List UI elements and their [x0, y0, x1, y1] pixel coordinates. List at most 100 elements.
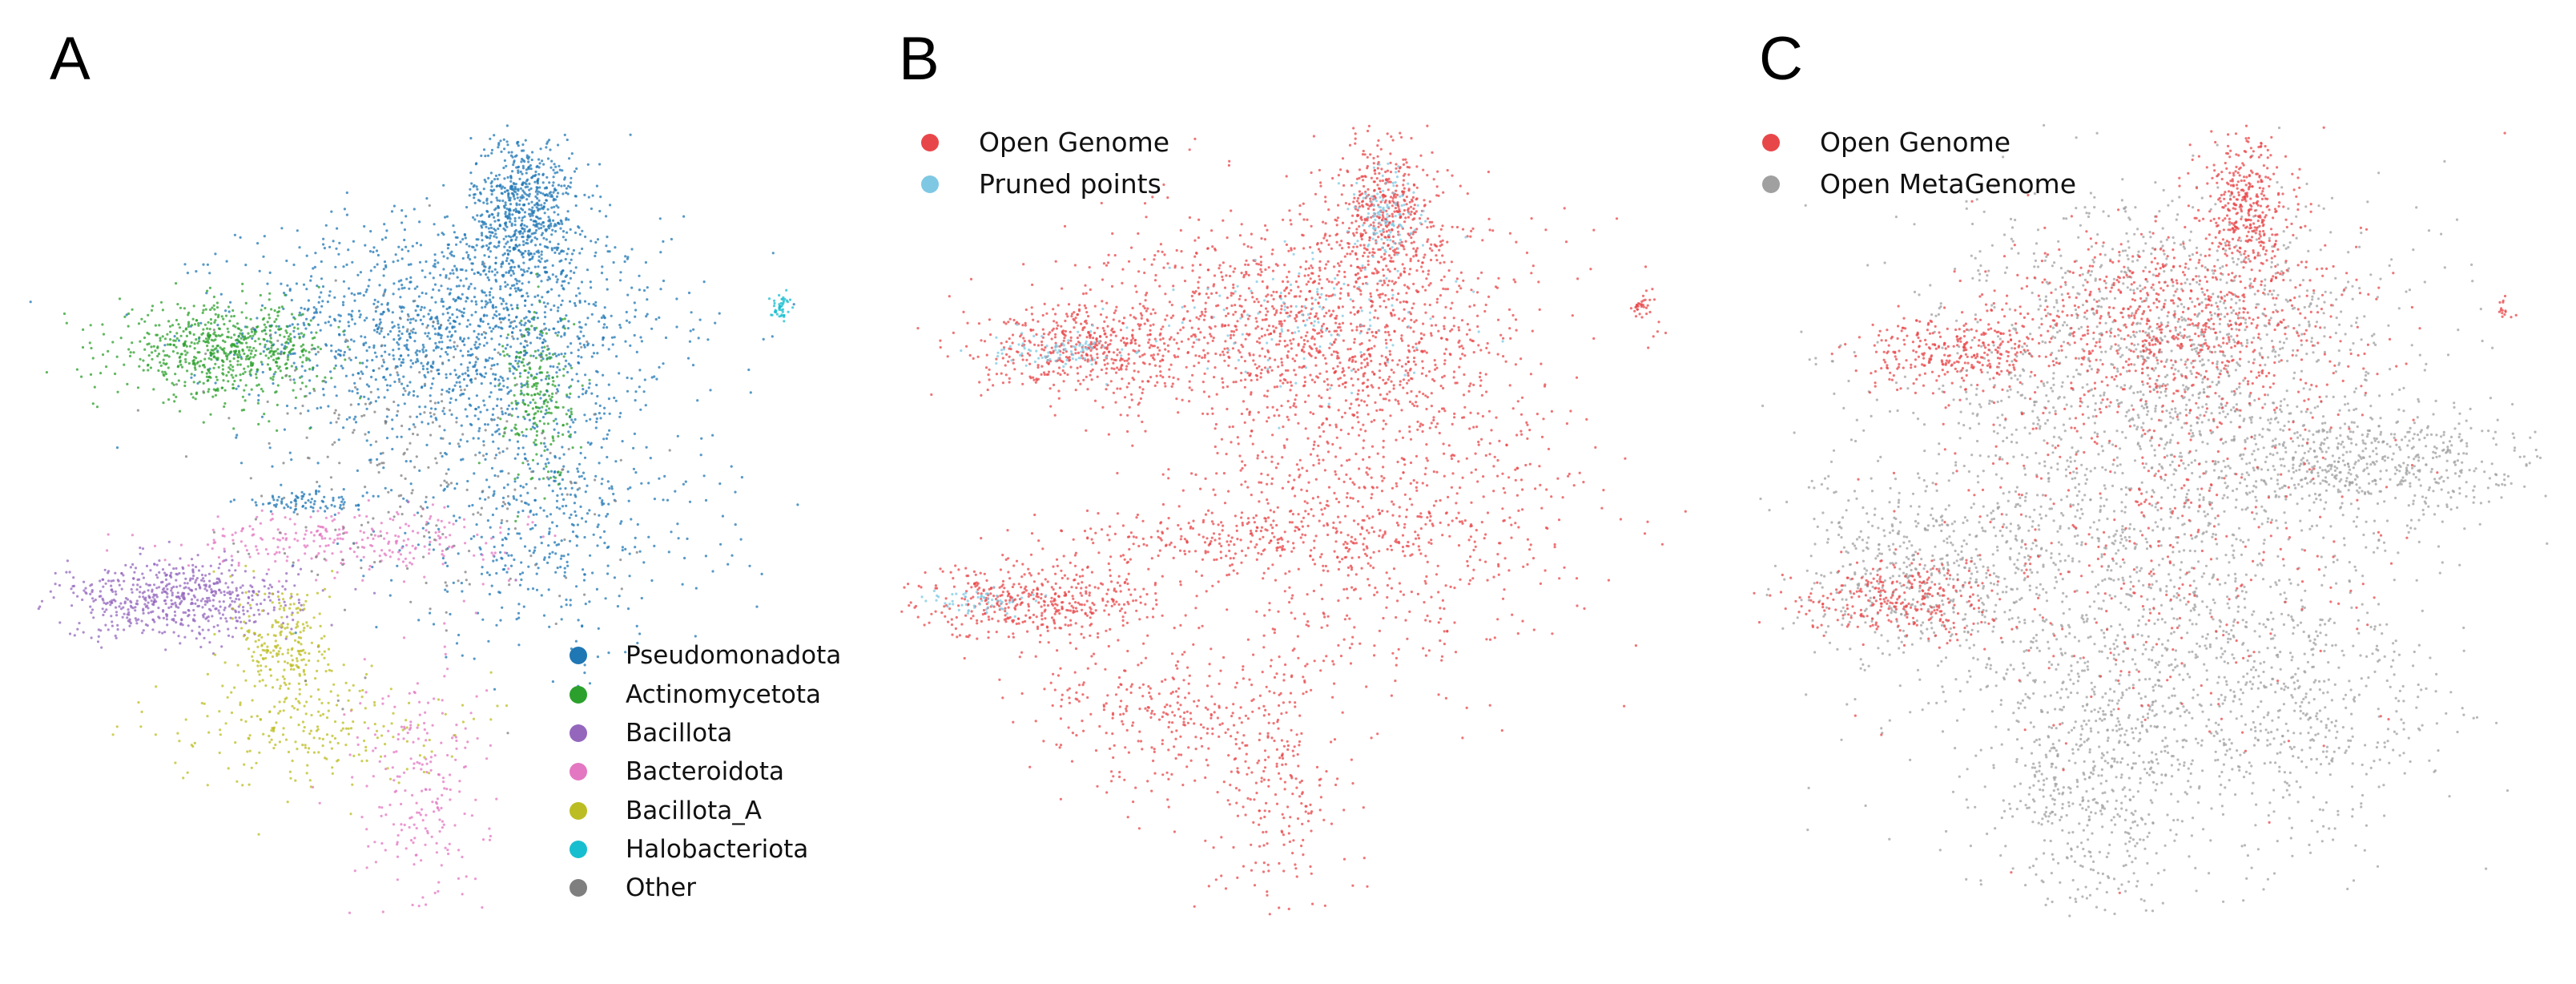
point-pseudomonadota	[400, 209, 404, 212]
point-bacillota	[142, 611, 145, 615]
point-pseudomonadota	[496, 199, 499, 202]
point-bacteroidota	[401, 560, 405, 563]
point-pseudomonadota	[477, 405, 481, 409]
point-actinomycetota	[215, 306, 219, 309]
point-pseudomonadota	[330, 210, 333, 213]
point-bacteroidota	[380, 806, 384, 809]
point-pseudomonadota	[533, 523, 537, 527]
point-bacteroidota	[374, 747, 377, 750]
point-pseudomonadota	[424, 332, 427, 335]
point-bacillota-a	[255, 592, 258, 595]
point-bacteroidota	[414, 853, 417, 857]
point-pseudomonadota	[313, 311, 316, 314]
point-pseudomonadota	[376, 388, 380, 391]
point-bacillota	[284, 579, 288, 583]
point-pseudomonadota	[460, 424, 463, 427]
point-bacteroidota	[441, 826, 445, 829]
point-bacillota	[150, 599, 153, 603]
point-pseudomonadota	[569, 300, 572, 303]
point-pseudomonadota	[413, 208, 416, 211]
point-actinomycetota	[276, 429, 279, 433]
point-pseudomonadota	[509, 304, 513, 307]
point-bacteroidota	[397, 550, 400, 554]
point-pseudomonadota	[497, 143, 501, 147]
point-actinomycetota	[274, 391, 277, 394]
point-actinomycetota	[264, 325, 268, 329]
point-pseudomonadota	[424, 276, 427, 279]
point-pseudomonadota	[547, 462, 550, 465]
point-bacillota-a	[252, 651, 256, 654]
point-pseudomonadota	[711, 434, 714, 437]
point-pseudomonadota	[323, 495, 326, 498]
point-pseudomonadota	[409, 335, 412, 338]
point-bacteroidota	[216, 515, 219, 518]
point-bacteroidota	[361, 579, 364, 583]
point-pseudomonadota	[555, 543, 558, 546]
point-pseudomonadota	[556, 494, 559, 498]
point-bacillota	[165, 591, 168, 594]
point-pseudomonadota	[235, 434, 239, 437]
point-pseudomonadota	[512, 248, 516, 252]
point-pseudomonadota	[405, 460, 408, 463]
point-pseudomonadota	[598, 514, 601, 517]
point-pseudomonadota	[309, 279, 312, 282]
point-pseudomonadota	[515, 498, 518, 502]
point-bacillota-a	[274, 619, 277, 623]
point-pseudomonadota	[495, 196, 498, 200]
point-pseudomonadota	[476, 357, 480, 361]
point-pseudomonadota	[607, 502, 610, 506]
point-bacillota	[96, 640, 100, 643]
point-pseudomonadota	[503, 147, 506, 151]
point-pseudomonadota	[537, 166, 541, 169]
point-bacillota	[122, 574, 125, 577]
point-pseudomonadota	[465, 440, 469, 443]
point-bacillota	[155, 574, 158, 577]
point-bacteroidota	[384, 813, 388, 817]
point-bacillota	[180, 619, 183, 622]
point-bacteroidota	[323, 550, 326, 553]
point-pseudomonadota	[399, 337, 402, 340]
point-pseudomonadota	[502, 486, 506, 490]
point-bacillota-a	[293, 639, 297, 642]
point-pseudomonadota	[440, 337, 443, 340]
point-bacillota	[164, 648, 167, 651]
point-actinomycetota	[530, 325, 533, 328]
point-actinomycetota	[270, 325, 273, 328]
point-pseudomonadota	[553, 251, 557, 254]
point-bacillota-a	[280, 625, 284, 629]
point-bacillota	[203, 636, 206, 639]
point-bacteroidota	[327, 544, 330, 547]
point-actinomycetota	[497, 384, 501, 387]
point-actinomycetota	[542, 422, 546, 425]
point-pseudomonadota	[618, 415, 622, 418]
point-pseudomonadota	[670, 530, 673, 534]
point-pseudomonadota	[323, 247, 326, 250]
point-bacteroidota	[493, 551, 497, 555]
point-bacillota	[152, 603, 155, 607]
point-bacillota	[252, 613, 256, 617]
point-pseudomonadota	[296, 229, 299, 232]
point-bacteroidota	[337, 511, 340, 514]
point-actinomycetota	[268, 298, 271, 301]
point-pseudomonadota	[337, 252, 340, 256]
point-pseudomonadota	[618, 324, 622, 327]
point-actinomycetota	[205, 372, 208, 375]
point-pseudomonadota	[630, 518, 633, 521]
point-pseudomonadota	[430, 296, 433, 299]
point-bacillota-a	[320, 637, 324, 640]
point-actinomycetota	[522, 393, 525, 397]
point-bacillota	[285, 615, 288, 619]
point-bacillota-a	[296, 659, 299, 663]
point-pseudomonadota	[509, 369, 512, 373]
point-pseudomonadota	[647, 535, 650, 538]
point-actinomycetota	[539, 390, 542, 393]
point-pseudomonadota	[634, 309, 638, 312]
point-pseudomonadota	[513, 232, 517, 236]
point-actinomycetota	[236, 360, 239, 363]
point-pseudomonadota	[418, 405, 421, 409]
point-bacillota	[151, 610, 155, 613]
point-pseudomonadota	[357, 508, 360, 511]
point-pseudomonadota	[546, 302, 549, 305]
point-bacteroidota	[440, 864, 443, 867]
point-pseudomonadota	[606, 433, 610, 436]
